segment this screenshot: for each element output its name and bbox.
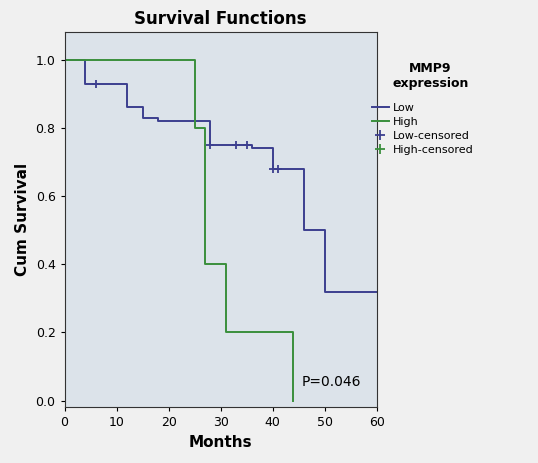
Legend: Low, High, Low-censored, High-censored: Low, High, Low-censored, High-censored bbox=[369, 100, 477, 158]
X-axis label: Months: Months bbox=[189, 435, 252, 450]
Text: MMP9
expression: MMP9 expression bbox=[392, 63, 469, 90]
Text: P=0.046: P=0.046 bbox=[301, 375, 361, 389]
Title: Survival Functions: Survival Functions bbox=[134, 10, 307, 28]
Y-axis label: Cum Survival: Cum Survival bbox=[15, 163, 30, 276]
